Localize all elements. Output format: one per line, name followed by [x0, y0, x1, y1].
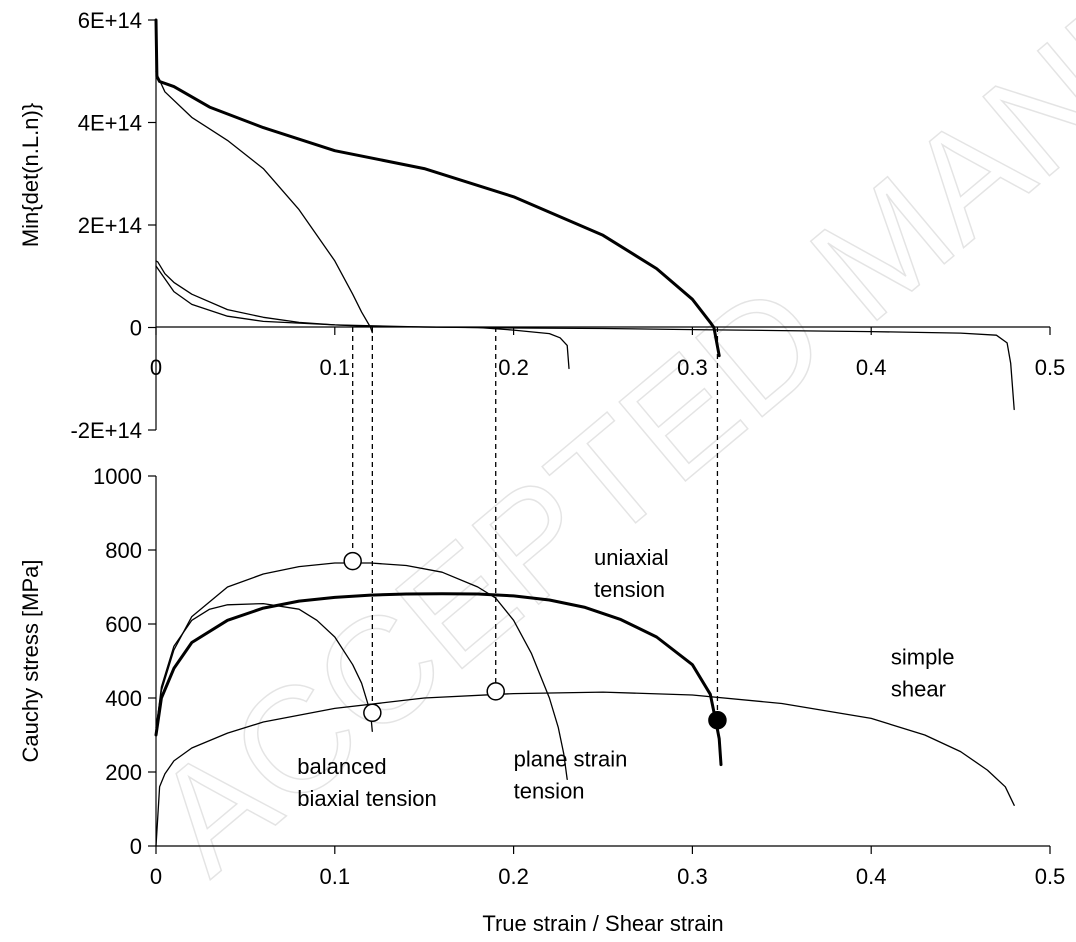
annotation-line: plane strain — [514, 746, 628, 771]
bottom-x-tick-label: 0.3 — [677, 864, 708, 889]
top-curve-shear — [155, 265, 1015, 411]
marker-filled — [708, 710, 727, 730]
top-y-tick-label: 0 — [130, 316, 142, 341]
bottom-curve-shear — [155, 691, 1015, 847]
bottom-series — [154, 562, 1015, 847]
top-x-tick-label: 0 — [150, 355, 162, 380]
top-y-axis-label: Min{det(n.L.n)} — [18, 103, 43, 247]
top-series — [154, 18, 1015, 411]
bottom-annotations: uniaxial tension simple shear plane strain te… — [297, 545, 954, 811]
marker-open — [486, 682, 505, 701]
guide-lines — [352, 327, 719, 721]
bottom-y-ticks: 1000 800 600 400 200 0 — [93, 464, 156, 859]
top-y-tick-label: -2E+14 — [70, 418, 142, 443]
bottom-x-axis-label: True strain / Shear strain — [482, 911, 723, 936]
annotation-line: simple — [891, 645, 955, 670]
bottom-y-tick-label: 800 — [105, 538, 142, 563]
bottom-curve-balanced — [155, 602, 373, 732]
bottom-y-axis-label: Cauchy stress [MPa] — [18, 560, 43, 763]
top-y-ticks: 6E+14 4E+14 2E+14 0 -2E+14 — [70, 8, 156, 443]
annotation-line: balanced — [297, 754, 386, 779]
bottom-x-tick-label: 0.2 — [498, 864, 529, 889]
bottom-markers — [343, 551, 727, 730]
annotation-label: uniaxial tension — [594, 545, 669, 602]
top-x-tick-label: 0.3 — [677, 355, 708, 380]
top-curve-balanced — [155, 70, 373, 334]
annotation-line: uniaxial — [594, 545, 669, 570]
top-curve-uniaxial — [154, 18, 721, 358]
top-y-tick-label: 6E+14 — [78, 8, 142, 33]
annotation-line: tension — [594, 577, 665, 602]
top-y-tick-label: 2E+14 — [78, 213, 142, 238]
annotation-label: plane strain tension — [514, 746, 628, 803]
bottom-curve-plane — [155, 562, 568, 781]
bottom-x-tick-label: 0.1 — [320, 864, 351, 889]
annotation-line: shear — [891, 677, 946, 702]
bottom-y-tick-label: 1000 — [93, 464, 142, 489]
bottom-y-tick-label: 400 — [105, 686, 142, 711]
bottom-curve-uniaxial — [154, 592, 723, 767]
annotation-label: balanced biaxial tension — [297, 754, 436, 811]
top-y-tick-label: 4E+14 — [78, 111, 142, 136]
bottom-y-tick-label: 0 — [130, 834, 142, 859]
top-x-tick-label: 0.2 — [498, 355, 529, 380]
bottom-x-tick-label: 0.4 — [856, 864, 887, 889]
marker-open — [363, 703, 382, 723]
bottom-chart: 1000 800 600 400 200 0 0 0.1 0.2 0.3 0.4 0.5 Cauch… — [18, 464, 1065, 936]
annotation-line: tension — [514, 778, 585, 803]
top-x-tick-label: 0.1 — [320, 355, 351, 380]
bottom-x-tick-label: 0.5 — [1035, 864, 1066, 889]
marker-open — [343, 551, 362, 571]
bottom-y-tick-label: 200 — [105, 760, 142, 785]
bottom-y-tick-label: 600 — [105, 612, 142, 637]
top-x-ticks: 0 0.1 0.2 0.3 0.4 0.5 — [150, 327, 1065, 380]
bottom-x-tick-label: 0 — [150, 864, 162, 889]
annotation-line: biaxial tension — [297, 786, 436, 811]
bottom-x-ticks: 0 0.1 0.2 0.3 0.4 0.5 — [150, 846, 1065, 889]
top-x-tick-label: 0.5 — [1035, 355, 1066, 380]
annotation-label: simple shear — [891, 645, 955, 702]
top-x-tick-label: 0.4 — [856, 355, 887, 380]
